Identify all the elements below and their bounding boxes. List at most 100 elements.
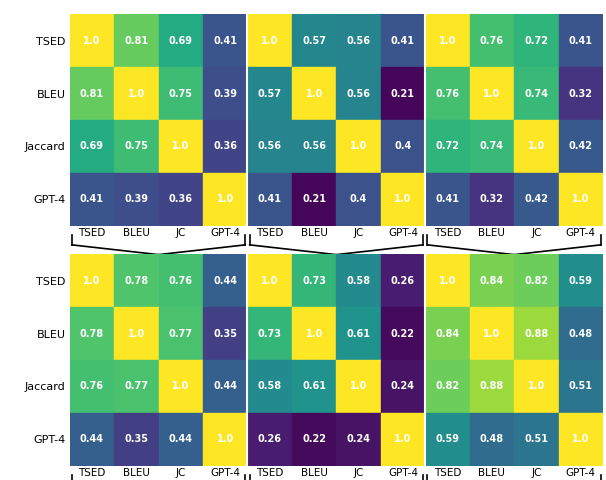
Text: 0.41: 0.41	[391, 36, 415, 46]
Text: 0.26: 0.26	[391, 276, 415, 286]
Text: 0.41: 0.41	[213, 36, 237, 46]
Bar	[292, 120, 336, 173]
Bar	[203, 254, 247, 307]
Bar	[203, 173, 247, 226]
Text: 0.75: 0.75	[124, 142, 148, 151]
Bar	[159, 14, 203, 67]
Bar	[247, 307, 292, 360]
Text: 0.74: 0.74	[480, 142, 504, 151]
Bar	[336, 254, 381, 307]
Bar	[247, 67, 292, 120]
Bar	[425, 67, 470, 120]
Text: 1.0: 1.0	[305, 329, 323, 338]
Text: 1.0: 1.0	[395, 434, 411, 444]
Bar	[381, 67, 425, 120]
Text: 0.56: 0.56	[258, 142, 282, 151]
Text: 0.41: 0.41	[436, 194, 459, 204]
Text: 0.4: 0.4	[395, 142, 411, 151]
Text: 0.76: 0.76	[169, 276, 193, 286]
Text: 0.72: 0.72	[524, 36, 548, 46]
Text: 0.78: 0.78	[124, 276, 148, 286]
Text: 0.76: 0.76	[480, 36, 504, 46]
Bar	[470, 413, 514, 466]
Text: JavaScript: JavaScript	[484, 260, 544, 273]
Text: 0.44: 0.44	[213, 382, 237, 391]
Text: 0.35: 0.35	[124, 434, 148, 444]
Bar	[114, 413, 159, 466]
Text: 0.39: 0.39	[213, 89, 237, 98]
Bar	[70, 413, 114, 466]
Text: 0.42: 0.42	[569, 142, 593, 151]
Bar	[292, 173, 336, 226]
Bar	[381, 254, 425, 307]
Bar	[336, 307, 381, 360]
Text: 0.35: 0.35	[213, 329, 237, 338]
Text: 0.82: 0.82	[435, 382, 459, 391]
Text: 0.32: 0.32	[480, 194, 504, 204]
Bar	[470, 67, 514, 120]
Text: 1.0: 1.0	[528, 142, 545, 151]
Bar	[159, 67, 203, 120]
Bar	[292, 14, 336, 67]
Text: 1.0: 1.0	[261, 36, 278, 46]
Bar	[514, 254, 559, 307]
Bar	[425, 254, 470, 307]
Bar	[114, 254, 159, 307]
Text: 0.82: 0.82	[524, 276, 548, 286]
Text: 0.44: 0.44	[213, 276, 237, 286]
Bar	[559, 360, 603, 413]
Text: 0.77: 0.77	[169, 329, 193, 338]
Bar	[336, 360, 381, 413]
Bar	[559, 254, 603, 307]
Bar	[559, 67, 603, 120]
Text: 1.0: 1.0	[483, 89, 501, 98]
Bar	[336, 173, 381, 226]
Bar	[425, 173, 470, 226]
Text: 0.22: 0.22	[302, 434, 326, 444]
Bar	[114, 67, 159, 120]
Text: 0.22: 0.22	[391, 329, 415, 338]
Text: 1.0: 1.0	[350, 142, 367, 151]
Bar	[514, 67, 559, 120]
Bar	[381, 360, 425, 413]
Text: 1.0: 1.0	[128, 89, 145, 98]
Bar	[70, 173, 114, 226]
Text: 0.41: 0.41	[80, 194, 104, 204]
Text: 0.78: 0.78	[80, 329, 104, 338]
Text: 1.0: 1.0	[83, 36, 101, 46]
Text: 1.0: 1.0	[261, 276, 278, 286]
Text: 1.0: 1.0	[172, 142, 190, 151]
Bar	[470, 254, 514, 307]
Bar	[247, 413, 292, 466]
Text: 0.56: 0.56	[347, 36, 370, 46]
Text: 1.0: 1.0	[572, 434, 590, 444]
Bar	[470, 360, 514, 413]
Text: 0.73: 0.73	[258, 329, 282, 338]
Bar	[470, 173, 514, 226]
Bar	[381, 307, 425, 360]
Bar	[159, 120, 203, 173]
Bar	[514, 360, 559, 413]
Text: 0.56: 0.56	[302, 142, 326, 151]
Bar	[470, 307, 514, 360]
Text: 0.76: 0.76	[436, 89, 459, 98]
Text: 0.76: 0.76	[80, 382, 104, 391]
Bar	[159, 360, 203, 413]
Bar	[425, 413, 470, 466]
Bar	[514, 307, 559, 360]
Text: 0.73: 0.73	[302, 276, 326, 286]
Bar	[381, 120, 425, 173]
Bar	[559, 173, 603, 226]
Text: 0.32: 0.32	[569, 89, 593, 98]
Text: 0.58: 0.58	[258, 382, 282, 391]
Bar	[247, 360, 292, 413]
Bar	[114, 120, 159, 173]
Text: 0.69: 0.69	[169, 36, 193, 46]
Text: 1.0: 1.0	[483, 329, 501, 338]
Bar	[114, 307, 159, 360]
Bar	[292, 360, 336, 413]
Text: 1.0: 1.0	[216, 434, 234, 444]
Text: 0.48: 0.48	[568, 329, 593, 338]
Text: 0.36: 0.36	[169, 194, 193, 204]
Bar	[70, 307, 114, 360]
